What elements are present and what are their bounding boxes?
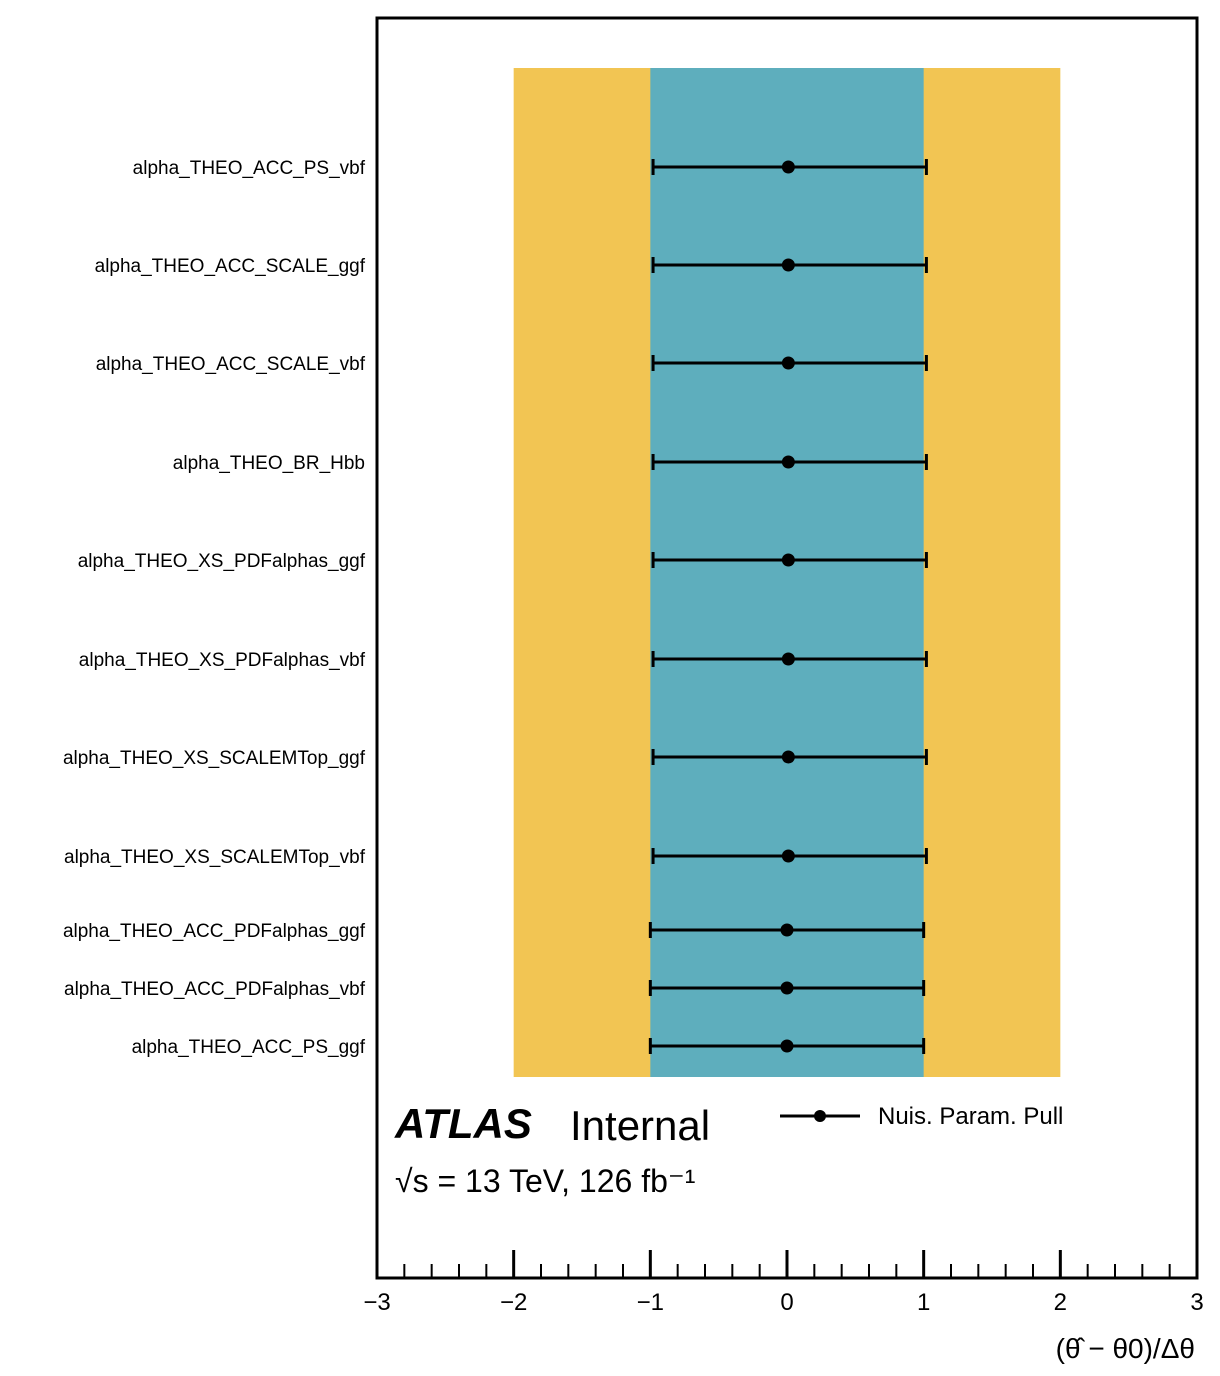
pull-point [780, 981, 794, 995]
parameter-label: alpha_THEO_ACC_SCALE_vbf [96, 354, 366, 375]
legend-marker-icon [814, 1110, 826, 1122]
atlas-label: ATLAS [394, 1100, 532, 1147]
parameter-label: alpha_THEO_ACC_PS_vbf [133, 158, 366, 179]
pull-point [781, 160, 795, 174]
x-axis-label: (θ̂ − θ0)/Δθ [1056, 1333, 1195, 1364]
energy-luminosity-label: √s = 13 TeV, 126 fb⁻¹ [395, 1163, 695, 1199]
x-tick-label: 1 [917, 1289, 930, 1316]
pull-point [781, 652, 795, 666]
parameter-labels: alpha_THEO_ACC_PS_vbf alpha_THEO_ACC_SCAL… [63, 158, 366, 1058]
one-sigma-band [650, 68, 924, 1077]
x-tick-label: 0 [780, 1289, 793, 1316]
x-axis: −3 −2 −1 0 1 2 3 [363, 1250, 1204, 1316]
parameter-label: alpha_THEO_XS_PDFalphas_vbf [79, 650, 366, 671]
x-tick-label: −3 [363, 1289, 390, 1316]
pull-point [781, 750, 795, 764]
pull-point [781, 849, 795, 863]
pull-point [781, 455, 795, 469]
parameter-label: alpha_THEO_XS_SCALEMTop_ggf [63, 748, 366, 769]
sigma-bands [513, 68, 1061, 1077]
pull-point [781, 258, 795, 272]
parameter-label: alpha_THEO_ACC_PDFalphas_ggf [63, 921, 366, 942]
x-tick-label: −2 [500, 1289, 527, 1316]
parameter-label: alpha_THEO_BR_Hbb [173, 453, 365, 474]
parameter-label: alpha_THEO_XS_PDFalphas_ggf [78, 551, 366, 572]
pull-point [781, 553, 795, 567]
legend-entry: Nuis. Param. Pull [878, 1103, 1063, 1130]
atlas-status-label: Internal [570, 1102, 710, 1149]
x-tick-label: −1 [637, 1289, 664, 1316]
pull-point [780, 923, 794, 937]
pull-point [780, 1039, 794, 1053]
parameter-label: alpha_THEO_ACC_PS_ggf [132, 1037, 366, 1058]
pull-point [781, 356, 795, 370]
parameter-label: alpha_THEO_ACC_PDFalphas_vbf [64, 979, 366, 1000]
pull-points [648, 159, 928, 1054]
x-tick-label: 2 [1054, 1289, 1067, 1316]
parameter-label: alpha_THEO_XS_SCALEMTop_vbf [64, 847, 366, 868]
legend: Nuis. Param. Pull [780, 1103, 1063, 1130]
x-tick-label: 3 [1190, 1289, 1203, 1316]
parameter-label: alpha_THEO_ACC_SCALE_ggf [95, 256, 366, 277]
